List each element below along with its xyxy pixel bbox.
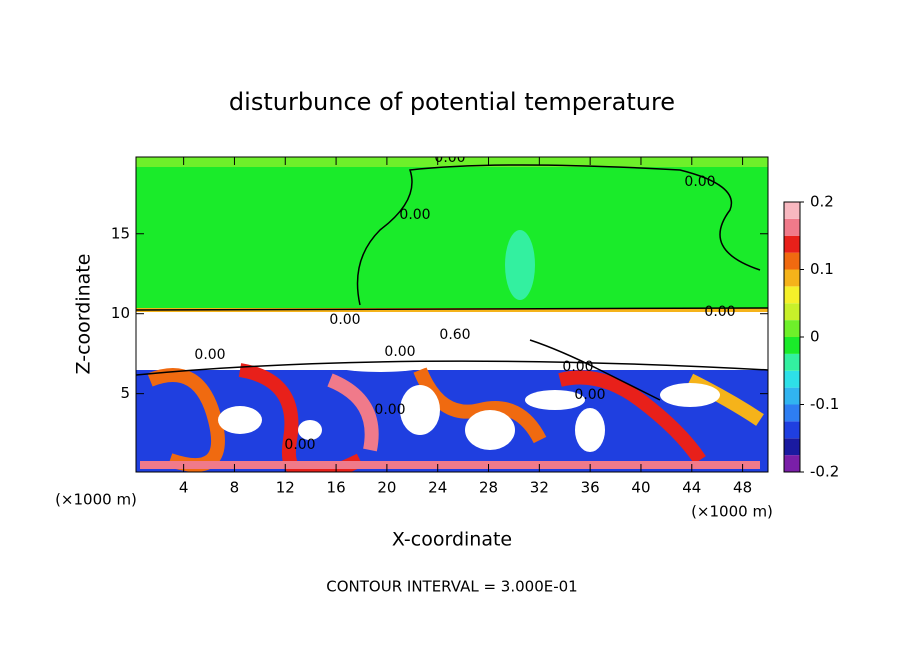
contour-label: 0.00 [374,402,405,418]
contour-label: 0.60 [439,327,470,343]
plot-frame [135,156,769,473]
colorbar-cell [784,455,800,472]
contour-label: 0.00 [329,312,360,328]
contour-label: 0.00 [434,150,465,166]
x-tick-label: 16 [327,479,346,497]
colorbar-cell [784,252,800,270]
contour-label: 0.00 [284,437,315,453]
x-tick-label: 48 [733,479,752,497]
colorbar-cell [784,218,800,236]
x-tick-label: 32 [530,479,549,497]
x-tick-label: 40 [631,479,650,497]
contour-label: 0.00 [574,387,605,403]
x-axis-label: X-coordinate [392,529,512,551]
y-tick-label: 15 [111,224,130,242]
colorbar-tick-label: -0.2 [810,463,839,481]
x-tick-label: 8 [230,479,240,497]
colorbar-cell [784,269,800,287]
field: 0.00 0.00 0.00 0.00 0.00 0.00 0.60 0.00 0.00 0.00… [136,150,768,472]
y-tick-label: 5 [120,384,130,402]
colorbar-cell [784,404,800,422]
contour-label: 0.00 [384,344,415,360]
colorbar-cell [784,438,800,456]
contour-label: 0.00 [399,207,430,223]
colorbar-cell [784,353,800,371]
y-tick-label: 10 [111,304,130,322]
x-unit: (×1000 m) [55,491,137,509]
colorbar-tick-label: -0.1 [810,395,839,413]
contour-label: 0.00 [684,174,715,190]
colorbar-cell [784,320,800,337]
colorbar-tick-label: 0.1 [810,260,834,278]
x-tick-label: 4 [179,479,189,497]
colorbar-cell [784,337,800,354]
colorbar-cell [784,286,800,304]
colorbar-cell [784,202,800,219]
contour-label: 0.00 [194,347,225,363]
colorbar-cell [784,387,800,405]
contour-label: 0.00 [704,304,735,320]
colorbar-cell [784,421,800,439]
colorbar-cell [784,303,800,321]
colorbar-tick-label: 0 [810,328,820,346]
colorbar-tick-label: 0.2 [810,193,834,211]
contour-label: 0.00 [562,359,593,375]
x-tick-label: 36 [581,479,600,497]
chart-title: disturbunce of potential temperature [229,88,675,116]
x-tick-label: 20 [377,479,396,497]
colorbar-cell [784,235,800,253]
x-tick-label: 28 [479,479,498,497]
y-unit: (×1000 m) [691,503,773,521]
x-tick-label: 24 [428,479,447,497]
x-tick-label: 12 [276,479,295,497]
y-axis-label: Z-coordinate [73,254,95,375]
footnote: CONTOUR INTERVAL = 3.000E-01 [326,578,577,596]
x-tick-label: 44 [682,479,701,497]
colorbar-cell [784,370,800,388]
